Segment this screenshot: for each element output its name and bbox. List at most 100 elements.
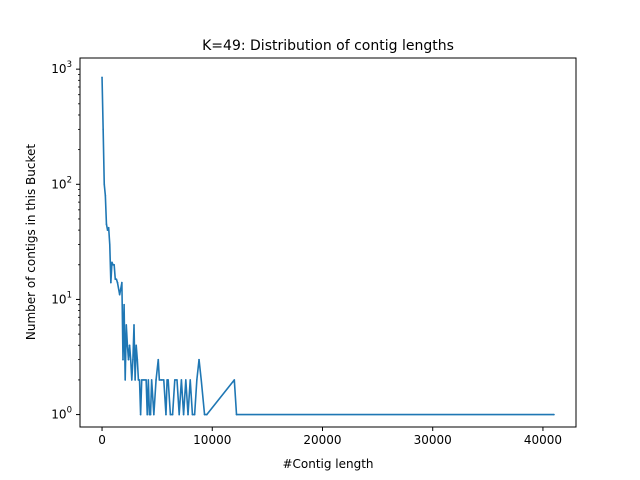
data-point [158,379,161,381]
data-point [110,281,112,284]
data-point [105,223,108,226]
data-point [147,379,150,381]
y-tick-base: 10 [51,177,66,191]
data-point [191,413,194,416]
data-point [146,413,149,416]
y-tick-exponent: 3 [67,60,72,70]
y-tick-exponent: 1 [67,290,72,300]
data-point [134,379,136,381]
data-point [187,413,189,416]
axes-border [79,57,577,428]
data-point [145,379,147,381]
data-point [140,379,143,381]
x-tick-label: 30000 [414,433,452,447]
data-point [111,261,113,264]
y-axis-label: Number of contigs in this Bucket [24,144,38,340]
data-point [136,358,139,361]
data-point [169,413,172,416]
data-point [165,413,167,416]
y-tick-base: 10 [51,292,66,306]
data-point [176,379,178,381]
data-point [128,344,131,347]
data-point [123,303,125,306]
series-layer [101,76,555,416]
data-point [137,379,140,381]
data-point [235,413,238,416]
data-point [131,379,133,381]
data-point [193,413,196,416]
x-tick-label: 0 [98,433,106,447]
axes-background [80,58,576,427]
y-tick-exponent: 0 [67,406,72,416]
y-tick-label: 102 [51,175,72,191]
data-point [135,344,138,347]
data-point [189,379,192,381]
data-point [103,183,106,186]
data-point [107,226,110,229]
x-tick-label: 20000 [303,433,341,447]
data-point [162,379,165,381]
data-point [121,281,123,284]
data-point [104,194,107,197]
data-point [101,76,103,79]
data-point [153,413,155,416]
plot-area [80,58,576,427]
data-point [157,358,160,361]
data-point [127,358,130,361]
data-point [196,379,198,381]
y-tick-label: 103 [51,60,72,76]
data-point [102,128,104,131]
data-point [185,379,187,381]
data-point [167,379,169,381]
data-point [122,358,124,361]
data-point [182,413,185,416]
y-tick-label: 101 [51,290,72,306]
data-point [171,413,174,416]
data-point [180,379,183,381]
chart-title: K=49: Distribution of contig lengths [202,38,454,54]
data-point [118,293,121,296]
data-point [114,278,117,280]
y-tick-label: 100 [51,406,72,422]
data-point [166,379,168,381]
data-point [149,413,152,416]
data-point [124,379,126,381]
data-point [106,229,109,231]
data-point [133,324,135,326]
data-point [112,263,114,266]
data-point [125,324,128,326]
data-point [155,379,157,381]
data-point [126,344,129,347]
data-point [115,278,118,280]
data-point [138,379,141,381]
data-point [143,379,145,381]
data-point [139,413,142,416]
data-point [198,358,200,361]
data-point [203,413,206,416]
x-tick-label: 10000 [193,433,231,447]
data-point [132,358,134,361]
axes-frame [79,57,577,428]
x-axis-label: #Contig length [282,457,373,471]
series-points [101,76,555,416]
y-tick-base: 10 [51,408,66,422]
data-point [553,413,555,416]
data-point [150,379,153,381]
data-point [129,358,132,361]
data-point [233,379,236,381]
data-point [113,263,115,266]
data-point [160,379,163,381]
x-axis-ticks: 0 10000 20000 30000 40000 [98,427,562,447]
data-point [116,281,119,284]
data-point [173,379,176,381]
data-point [178,413,180,416]
data-point [148,413,151,416]
data-point [108,243,111,246]
data-point [200,379,203,381]
y-tick-exponent: 2 [67,175,72,185]
y-tick-base: 10 [51,62,66,76]
data-point [205,413,208,416]
x-tick-label: 40000 [524,433,562,447]
